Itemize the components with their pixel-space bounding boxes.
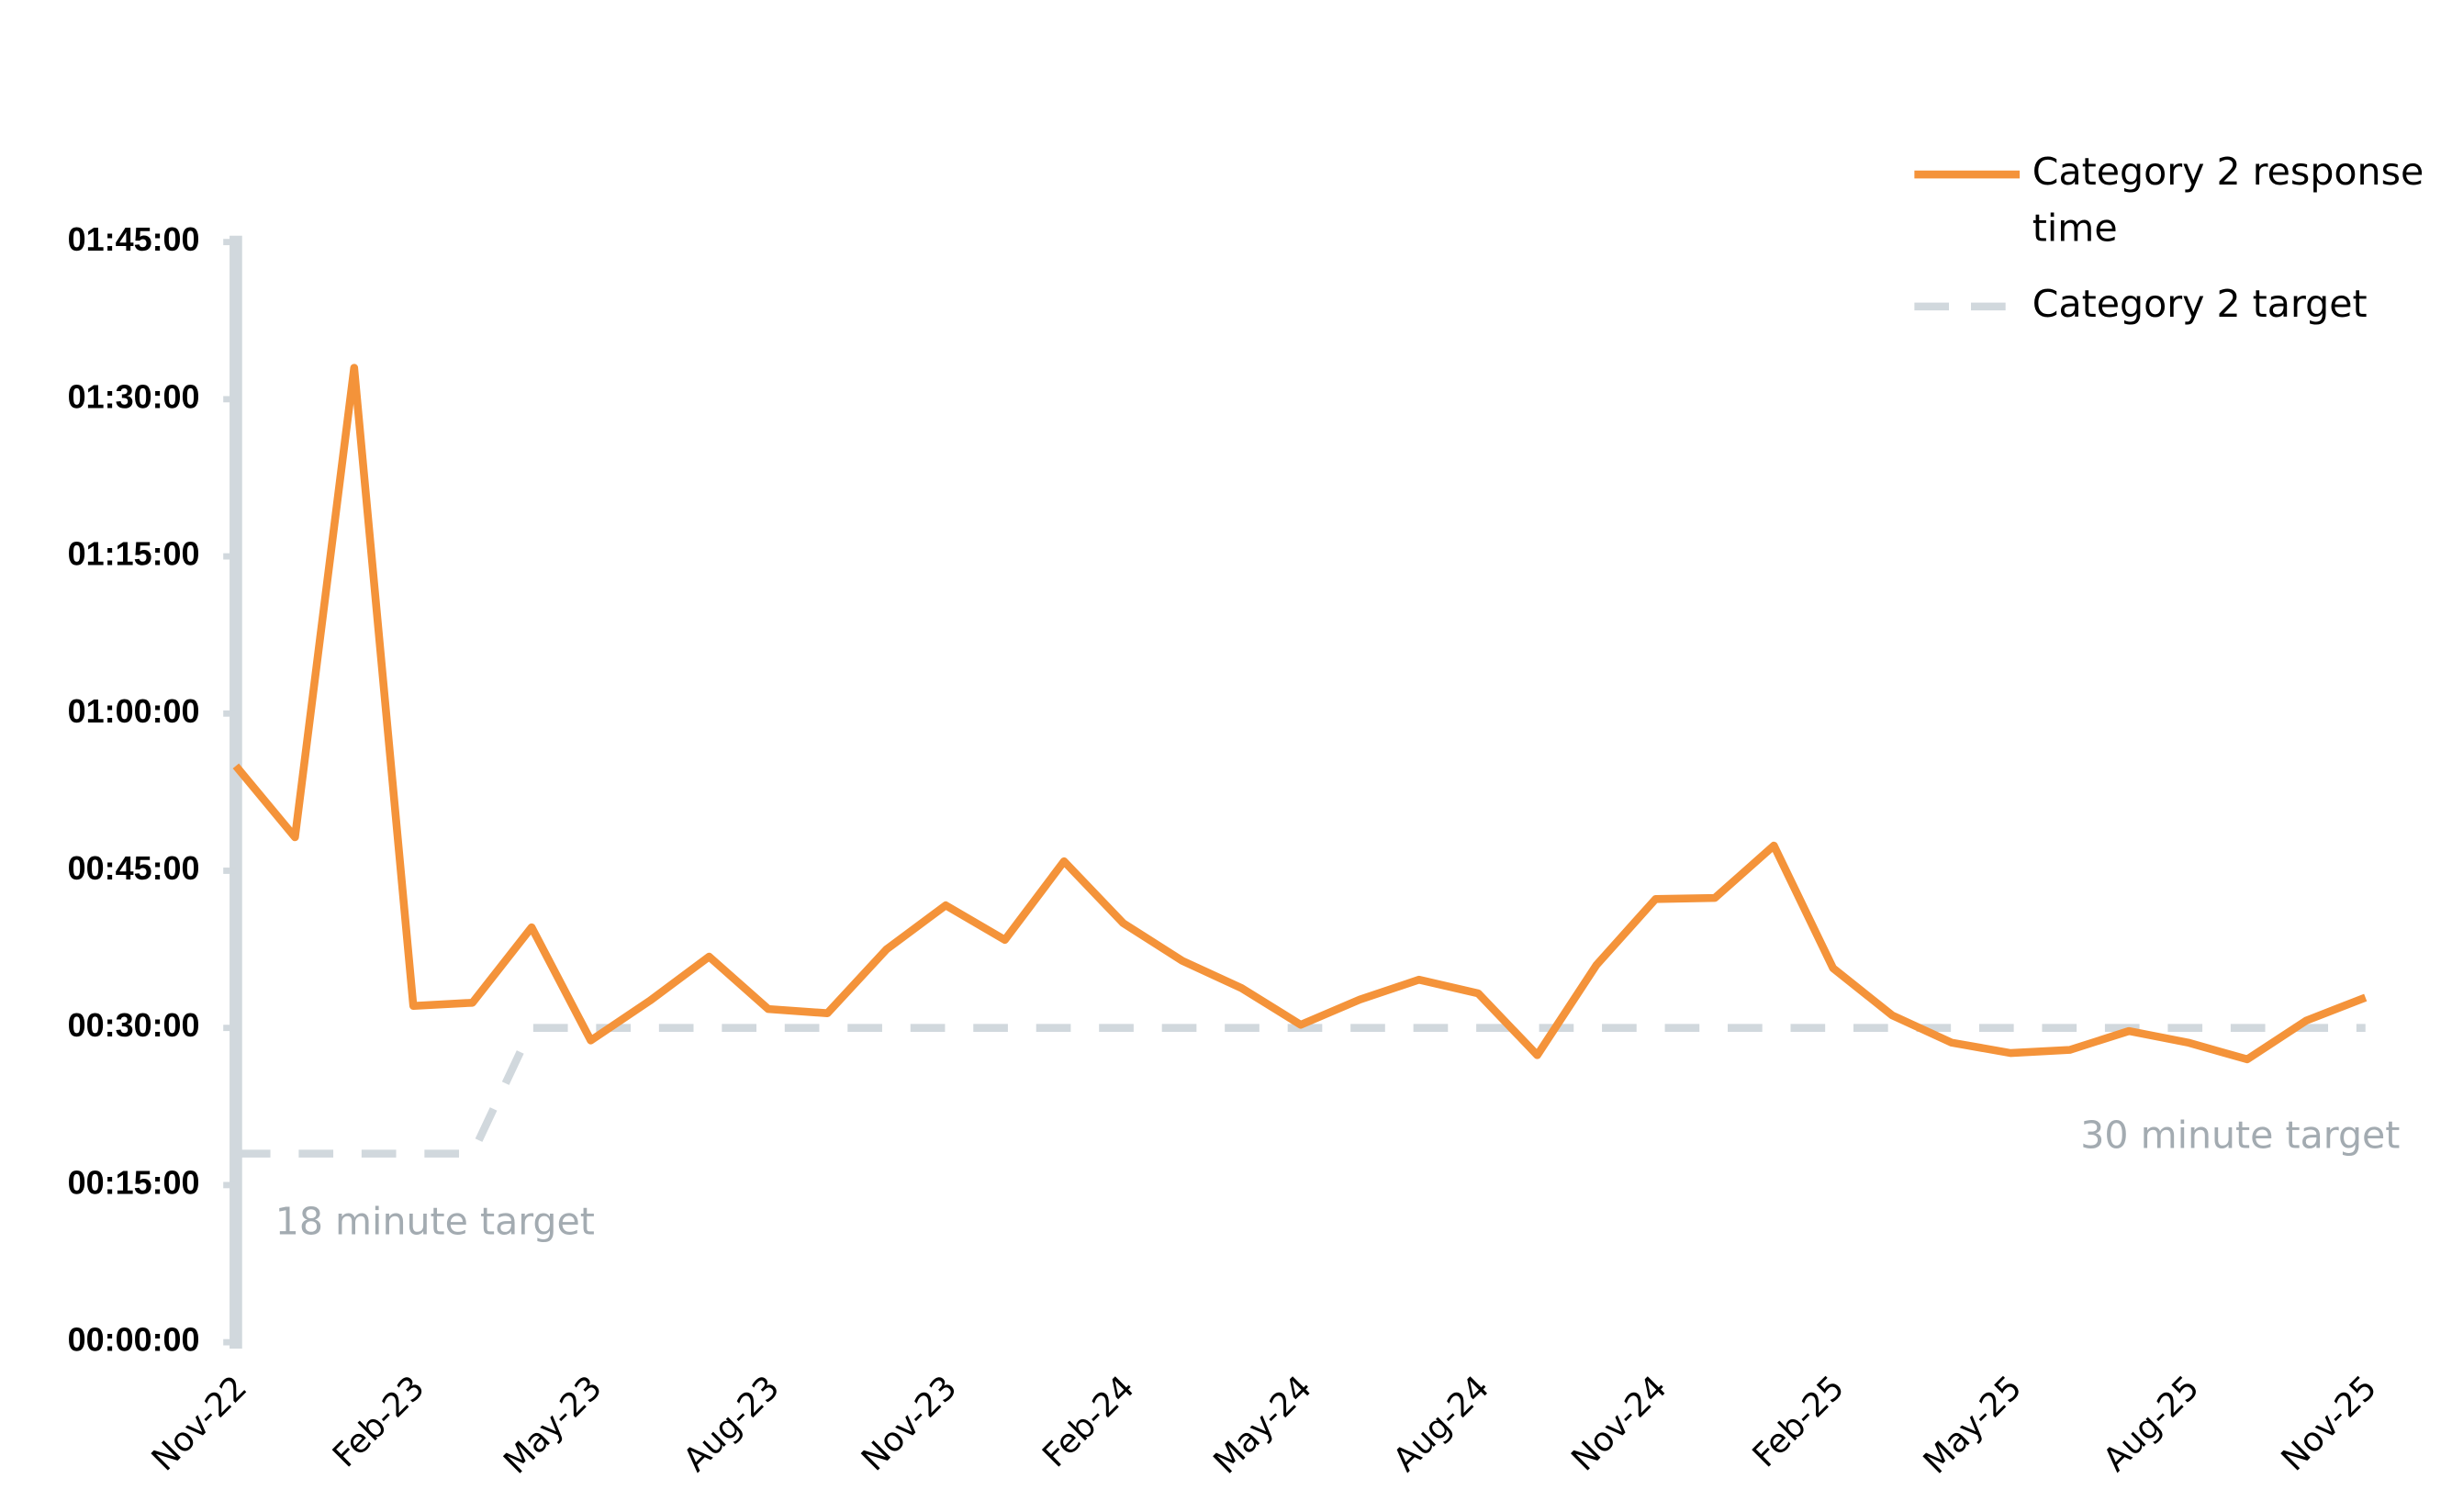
x-tick-label: Feb-23 [326,1369,431,1474]
y-tick-label: 01:45:00 [68,220,200,258]
x-tick-label: Nov-25 [2275,1369,2384,1478]
y-tick-label: 01:00:00 [68,692,200,730]
x-tick-label: Aug-24 [1386,1369,1496,1479]
x-tick-label: Feb-24 [1036,1369,1141,1474]
y-tick-label: 00:15:00 [68,1163,200,1201]
data-line [232,364,2368,1064]
x-tick-label: May-23 [497,1369,610,1482]
y-tick-label: 00:45:00 [68,849,200,887]
x-tick-label: May-24 [1207,1369,1320,1482]
legend-label-line: Category 2 response [2032,150,2424,194]
legend-label: Category 2 response time [2032,150,2424,251]
annotation: 18 minute target [275,1200,595,1244]
legend-label-line: time [2032,207,2118,251]
x-tick-label: May-25 [1917,1369,2030,1482]
x-tick-label: Aug-25 [2097,1369,2207,1479]
x-tick-label: Aug-23 [677,1369,787,1479]
x-tick-label: Nov-24 [1564,1369,1674,1478]
target-line [235,1024,2366,1158]
y-tick-label: 00:30:00 [68,1006,200,1044]
x-tick-label: Nov-22 [145,1369,254,1478]
y-tick-label: 01:15:00 [68,535,200,573]
y-tick-label: 00:00:00 [68,1321,200,1359]
x-tick-label: Nov-23 [855,1369,964,1478]
annotation: 30 minute target [2080,1114,2400,1158]
legend-label: Category 2 target [2032,282,2368,326]
y-tick-label: 01:30:00 [68,377,200,415]
x-tick-label: Feb-25 [1746,1369,1852,1474]
